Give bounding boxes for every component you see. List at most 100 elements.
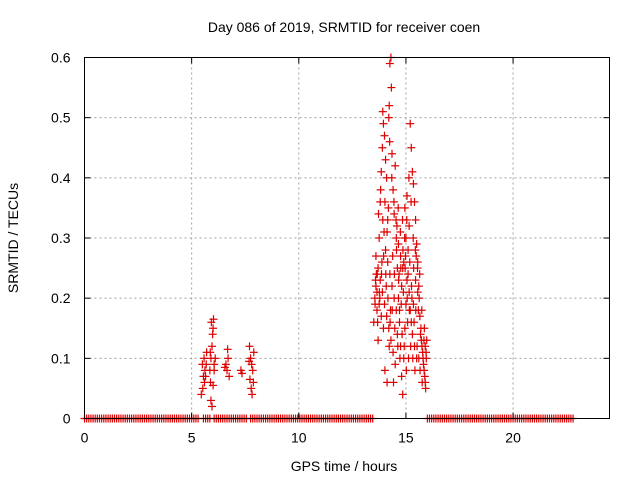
data-point — [407, 282, 416, 291]
data-point — [385, 342, 394, 351]
y-axis-ticks: 0 0.1 0.2 0.3 0.4 0.5 0.6 — [51, 50, 610, 427]
data-point — [389, 348, 398, 357]
data-point — [380, 366, 389, 375]
data-point — [398, 246, 407, 255]
data-point — [401, 264, 410, 273]
y-tick-label: 0 — [63, 411, 71, 427]
data-point — [377, 312, 386, 321]
data-point — [411, 306, 420, 315]
data-point — [197, 390, 206, 399]
data-point — [385, 59, 394, 68]
data-point — [408, 330, 417, 339]
data-point — [412, 240, 421, 249]
data-point — [403, 294, 412, 303]
data-point — [409, 179, 418, 188]
data-point — [394, 240, 403, 249]
data-point — [387, 173, 396, 182]
data-point — [402, 215, 411, 224]
data-point — [422, 348, 431, 357]
y-tick-label: 0.1 — [51, 350, 71, 366]
data-point — [397, 372, 406, 381]
data-point — [400, 324, 409, 333]
data-point — [415, 270, 424, 279]
data-point — [408, 167, 417, 176]
data-point — [373, 318, 382, 327]
data-point — [389, 378, 398, 387]
data-point — [414, 354, 423, 363]
data-point — [387, 83, 396, 92]
data-point — [413, 342, 422, 351]
data-point — [379, 252, 388, 261]
data-point — [225, 372, 234, 381]
data-point — [210, 366, 219, 375]
data-point — [223, 345, 232, 354]
data-point — [412, 252, 421, 261]
data-point — [374, 264, 383, 273]
data-point — [376, 185, 385, 194]
y-axis-label: SRMTID / TECUs — [5, 183, 21, 293]
data-point — [220, 363, 229, 372]
data-point — [410, 366, 419, 375]
data-point — [405, 258, 414, 267]
data-point — [208, 342, 216, 351]
y-tick-label: 0.4 — [51, 170, 71, 186]
data-point — [375, 288, 384, 297]
data-point — [394, 203, 403, 212]
data-point — [374, 336, 383, 345]
data-point — [380, 131, 389, 140]
x-tick-label: 15 — [398, 430, 414, 446]
data-point — [414, 282, 423, 291]
x-axis-label: GPS time / hours — [291, 458, 398, 474]
grid-lines — [84, 57, 610, 419]
data-point — [209, 381, 218, 390]
x-tick-label: 10 — [291, 430, 307, 446]
data-point — [397, 300, 406, 309]
data-point — [385, 101, 394, 110]
data-point — [386, 318, 395, 327]
data-point — [407, 197, 416, 206]
data-point — [371, 300, 380, 309]
data-point — [411, 215, 420, 224]
data-point — [384, 203, 393, 212]
data-point — [395, 318, 404, 327]
data-point — [371, 252, 380, 261]
data-point — [411, 246, 420, 255]
data-point — [389, 197, 398, 206]
data-point — [418, 378, 427, 387]
data-point — [201, 372, 210, 381]
data-point — [224, 354, 233, 363]
data-point — [238, 369, 246, 378]
data-point — [421, 384, 430, 393]
data-point — [403, 276, 411, 285]
data-point — [388, 149, 396, 158]
data-point — [247, 384, 256, 393]
data-point — [395, 354, 404, 363]
data-point — [404, 173, 413, 182]
data-point — [400, 234, 409, 242]
data-point — [394, 276, 403, 285]
data-point — [407, 143, 416, 152]
data-point — [381, 155, 390, 164]
chart-title: Day 086 of 2019, SRMTID for receiver coe… — [208, 19, 480, 35]
data-point — [371, 276, 380, 285]
data-point — [249, 378, 258, 387]
data-point — [383, 294, 392, 303]
data-point — [405, 221, 414, 230]
data-point — [249, 348, 258, 357]
data-point — [388, 252, 397, 261]
data-point — [415, 312, 424, 321]
data-point — [392, 234, 401, 242]
data-point — [383, 227, 392, 236]
data-point — [411, 276, 420, 285]
data-point — [398, 390, 407, 399]
data-point — [384, 113, 393, 122]
data-point — [386, 336, 395, 345]
data-point — [422, 336, 431, 345]
data-point — [373, 306, 381, 315]
data-point — [377, 258, 386, 267]
data-point — [245, 342, 254, 351]
data-point — [402, 366, 411, 375]
data-point — [382, 282, 391, 291]
data-point — [392, 221, 401, 230]
